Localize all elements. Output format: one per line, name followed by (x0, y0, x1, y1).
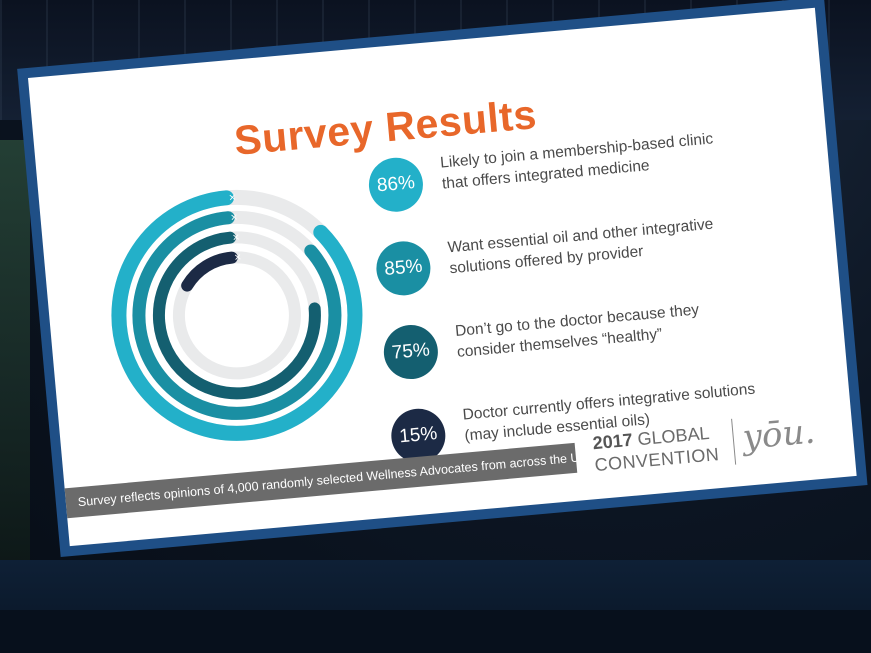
badge-75-label: 75% (390, 339, 431, 364)
ring-marker-85: × (230, 210, 238, 225)
badge-86-label: 86% (376, 172, 416, 197)
you-logo: yōu. (741, 411, 817, 458)
item-85-description: Want essential oil and other integrative… (447, 208, 779, 279)
presentation-slide: Survey Results × × × × 86% Likely to join a… (28, 7, 857, 547)
brand-divider (731, 418, 737, 465)
ring-marker-86: × (228, 190, 236, 205)
badge-86: 86% (366, 155, 426, 215)
badge-15-label: 15% (398, 423, 439, 448)
badge-75: 75% (381, 322, 441, 382)
ring-marker-15: × (234, 250, 242, 265)
ring-bar-85 (132, 211, 342, 420)
ring-bar-86 (111, 190, 363, 441)
ring-bar-15 (181, 251, 238, 292)
audience-shadow (0, 610, 871, 653)
side-screen-edge (0, 140, 30, 560)
brand-year: 2017 (591, 429, 634, 454)
radial-bar-chart: × × × × (111, 189, 363, 441)
ring-track-86 (111, 189, 363, 441)
badge-85-label: 85% (383, 255, 424, 281)
ring-marker-75: × (232, 230, 240, 245)
ring-bar-75 (152, 231, 321, 400)
badge-85: 85% (374, 239, 433, 298)
item-75-description: Don’t go to the doctor because they cons… (454, 292, 786, 363)
